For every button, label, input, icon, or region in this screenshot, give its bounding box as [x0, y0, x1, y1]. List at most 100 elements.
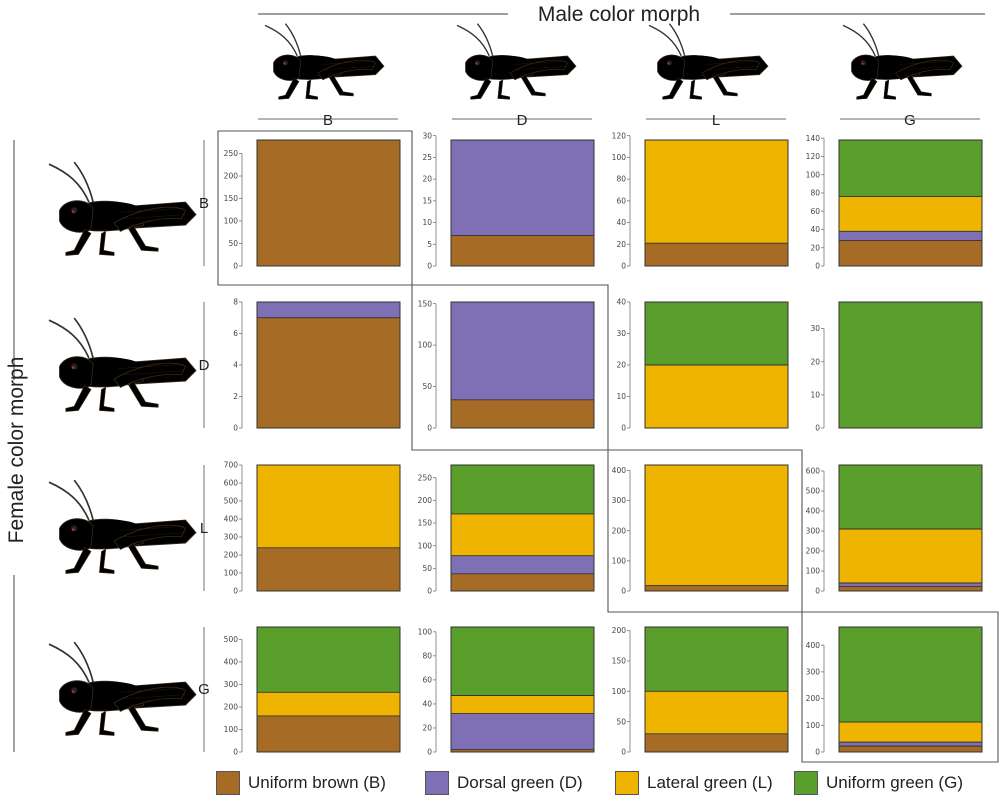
panel-L-D-tick-label: 200: [418, 496, 433, 505]
panel-L-B-tick-label: 200: [224, 551, 239, 560]
panel-G-L-tick-label: 150: [612, 657, 627, 666]
panel-L-B-segment-L: [257, 465, 400, 548]
panel-B-G-tick-label: 80: [810, 189, 820, 198]
row-label-L: L: [200, 465, 208, 591]
panel-B-B-segment-B: [257, 140, 400, 266]
row-label-B: B: [199, 140, 209, 266]
column-label-G: G: [840, 112, 980, 129]
panel-G-B-tick-label: 0: [233, 748, 238, 757]
panel-D-L-tick-label: 0: [621, 424, 626, 433]
panel-D-L-tick-label: 10: [616, 392, 626, 401]
panel-G-B-tick-label: 100: [224, 725, 239, 734]
panel-G-G: 0 100 200 300 400: [806, 626, 983, 757]
panel-L-B-tick-label: 700: [224, 461, 239, 470]
row-label-G-text: G: [198, 681, 210, 698]
panel-D-D-tick-label: 100: [418, 341, 433, 350]
panel-L-D-segment-G: [451, 465, 594, 514]
male-axis-title: Male color morph: [538, 3, 700, 26]
panel-B-L-bar-outline: [644, 139, 789, 267]
panel-L-L: 0 100 200 300 400: [612, 464, 789, 596]
panel-B-B: 0 50 100 150 200 250: [224, 139, 401, 271]
panel-L-L-segment-B: [645, 585, 788, 591]
panel-B-G-tick-label: 100: [806, 170, 821, 179]
grasshopper-icon-female-uniform-green: [48, 641, 197, 737]
panel-D-G: 0 10 20 30: [810, 301, 983, 433]
panel-G-G-segment-L: [839, 722, 982, 743]
panel-B-D-segment-B: [451, 235, 594, 266]
panel-L-G-bar-outline: [838, 464, 983, 592]
panel-G-B-tick-label: 400: [224, 658, 239, 667]
panel-B-L-tick-label: 20: [616, 240, 626, 249]
panel-G-G-tick-label: 300: [806, 667, 821, 676]
panel-B-G-tick-label: 60: [810, 207, 820, 216]
panel-B-L-segment-B: [645, 243, 788, 266]
panel-L-G-tick-label: 100: [806, 567, 821, 576]
panel-L-G-segment-G: [839, 465, 982, 529]
panel-G-G-tick-label: 200: [806, 694, 821, 703]
panel-L-B-tick-label: 300: [224, 533, 239, 542]
panel-B-G-segment-B: [839, 240, 982, 266]
legend: Uniform brown (B) Dorsal green (D) Later…: [216, 770, 1000, 798]
panel-G-D-tick-label: 0: [427, 748, 432, 757]
panel-G-B-tick-label: 200: [224, 703, 239, 712]
row-label-D: D: [199, 302, 210, 428]
panel-B-G-tick-label: 0: [815, 262, 820, 271]
panel-B-D-tick-label: 5: [427, 240, 432, 249]
panel-G-D-tick-label: 80: [422, 651, 432, 660]
panel-B-D-bar-outline: [450, 139, 595, 267]
panel-D-D-tick-label: 0: [427, 424, 432, 433]
panel-D-B-segment-B: [257, 317, 400, 428]
panel-D-L-tick-label: 40: [616, 298, 626, 307]
row-label-G: G: [198, 627, 210, 752]
column-label-G-text: G: [904, 112, 916, 129]
panel-B-L-tick-label: 120: [612, 131, 627, 140]
panel-D-B-tick-label: 0: [233, 424, 238, 433]
panel-L-D: 0 50 100 150 200 250: [418, 464, 595, 596]
panel-L-L-tick-label: 100: [612, 556, 627, 565]
panel-G-D-segment-B: [451, 749, 594, 752]
panel-G-D-segment-G: [451, 627, 594, 696]
grasshopper-icon-female-lateral-green: [48, 479, 197, 575]
panel-G-G-segment-G: [839, 627, 982, 723]
panel-D-B-tick-label: 8: [233, 298, 238, 307]
panel-D-D-tick-label: 150: [418, 299, 433, 308]
row-label-B-text: B: [199, 195, 209, 212]
panel-D-G-tick-label: 0: [815, 424, 820, 433]
panel-G-L-segment-L: [645, 691, 788, 734]
panel-G-D-segment-D: [451, 713, 594, 750]
panel-L-D-bar-outline: [450, 464, 595, 592]
panel-B-L-tick-label: 40: [616, 218, 626, 227]
panel-G-L-segment-B: [645, 733, 788, 752]
panel-L-L-tick-label: 200: [612, 526, 627, 535]
panel-L-G: 0 100 200 300 400 500 600: [806, 464, 983, 596]
panel-L-G-segment-D: [839, 583, 982, 587]
panel-G-B-segment-L: [257, 692, 400, 716]
panel-L-G-segment-L: [839, 529, 982, 583]
panel-D-B-segment-D: [257, 302, 400, 318]
legend-label-lateral-green: Lateral green (L): [647, 773, 773, 792]
panel-D-D-tick-label: 50: [422, 382, 432, 391]
panel-B-L-tick-label: 60: [616, 196, 626, 205]
row-labels: B D L G: [198, 140, 210, 752]
panel-L-D-tick-label: 50: [422, 564, 432, 573]
male-axis-header: Male color morph: [258, 3, 985, 26]
panel-D-G-tick-label: 10: [810, 390, 820, 399]
panel-G-D-tick-label: 40: [422, 700, 432, 709]
panel-D-D-segment-B: [451, 399, 594, 428]
panel-B-G-segment-D: [839, 231, 982, 241]
panel-L-G-tick-label: 0: [815, 587, 820, 596]
panel-D-G-bar-outline: [838, 301, 983, 429]
panel-D-G-tick-label: 20: [810, 357, 820, 366]
panel-G-L-bar-outline: [644, 626, 789, 753]
panel-L-L-tick-label: 300: [612, 496, 627, 505]
panel-L-B-tick-label: 400: [224, 515, 239, 524]
column-label-L-text: L: [712, 112, 720, 129]
panel-G-L-tick-label: 200: [612, 626, 627, 635]
panel-L-D-tick-label: 100: [418, 541, 433, 550]
legend-swatch-lateral-green: [615, 771, 639, 795]
legend-label-uniform-brown: Uniform brown (B): [248, 773, 386, 792]
panel-G-D-bar-outline: [450, 626, 595, 753]
panel-B-L-tick-label: 100: [612, 153, 627, 162]
column-label-B: B: [258, 112, 398, 129]
panel-D-B-bar-outline: [256, 301, 401, 429]
